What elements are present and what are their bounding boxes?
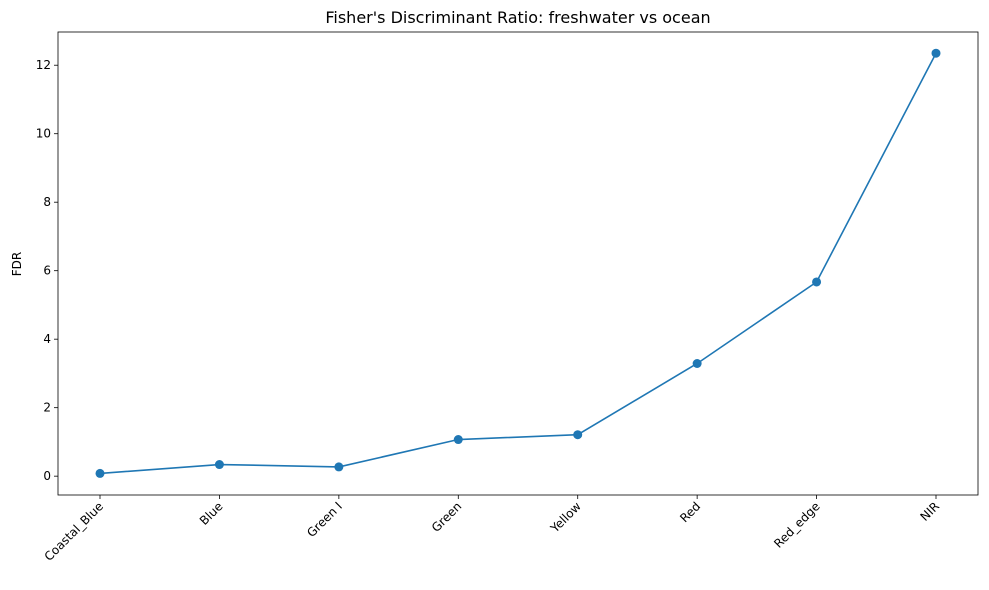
y-tick-label: 0 xyxy=(43,469,51,483)
data-point xyxy=(453,435,463,445)
y-tick-label: 8 xyxy=(43,195,51,209)
data-point xyxy=(334,462,344,472)
series-line xyxy=(99,52,937,475)
y-tick-label: 6 xyxy=(43,264,51,278)
x-tick-label: Coastal_Blue xyxy=(42,499,107,564)
y-tick-label: 4 xyxy=(43,332,51,346)
plot-area: 0 2 4 6 8 10 12 Coastal_Blue Blue Green I Green Yel… xyxy=(36,31,979,564)
data-point xyxy=(692,358,702,368)
x-tick-label: NIR xyxy=(917,499,942,524)
y-tick-label: 10 xyxy=(36,127,51,141)
x-tick-label: Red xyxy=(677,499,703,525)
x-tick-label: Yellow xyxy=(547,499,584,536)
x-tick-label: Green I xyxy=(304,499,345,540)
data-point xyxy=(931,48,941,58)
y-axis-label: FDR xyxy=(10,252,24,276)
x-tick-label: Green xyxy=(429,499,465,535)
data-point xyxy=(573,430,583,440)
data-point xyxy=(812,277,822,287)
x-tick-label: Blue xyxy=(197,499,226,528)
y-tick-label: 2 xyxy=(43,401,51,415)
data-point xyxy=(214,460,224,470)
x-tick-label: Red_edge xyxy=(771,499,822,550)
y-tick-label: 12 xyxy=(36,58,51,72)
data-point xyxy=(95,468,105,478)
plot-frame xyxy=(57,31,979,496)
chart-title: Fisher's Discriminant Ratio: freshwater … xyxy=(325,8,710,27)
